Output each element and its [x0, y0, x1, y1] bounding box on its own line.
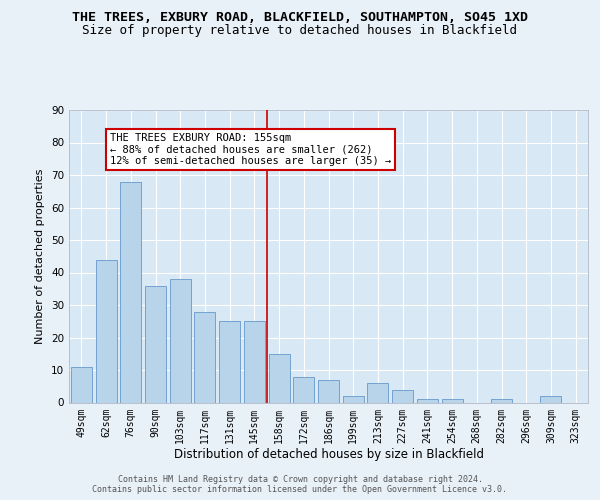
Bar	[343, 396, 364, 402]
Bar	[170, 279, 191, 402]
Bar	[244, 322, 265, 402]
Bar	[392, 390, 413, 402]
Bar	[442, 399, 463, 402]
Bar	[293, 376, 314, 402]
Text: THE TREES EXBURY ROAD: 155sqm
← 88% of detached houses are smaller (262)
12% of : THE TREES EXBURY ROAD: 155sqm ← 88% of d…	[110, 132, 391, 166]
Bar	[95, 260, 116, 402]
Bar	[318, 380, 339, 402]
Text: Size of property relative to detached houses in Blackfield: Size of property relative to detached ho…	[83, 24, 517, 37]
X-axis label: Distribution of detached houses by size in Blackfield: Distribution of detached houses by size …	[173, 448, 484, 461]
Text: THE TREES, EXBURY ROAD, BLACKFIELD, SOUTHAMPTON, SO45 1XD: THE TREES, EXBURY ROAD, BLACKFIELD, SOUT…	[72, 11, 528, 24]
Bar	[541, 396, 562, 402]
Text: Contains HM Land Registry data © Crown copyright and database right 2024.
Contai: Contains HM Land Registry data © Crown c…	[92, 474, 508, 494]
Bar	[145, 286, 166, 403]
Bar	[269, 354, 290, 403]
Y-axis label: Number of detached properties: Number of detached properties	[35, 168, 46, 344]
Bar	[367, 383, 388, 402]
Bar	[71, 367, 92, 402]
Bar	[491, 399, 512, 402]
Bar	[194, 312, 215, 402]
Bar	[417, 399, 438, 402]
Bar	[120, 182, 141, 402]
Bar	[219, 322, 240, 402]
